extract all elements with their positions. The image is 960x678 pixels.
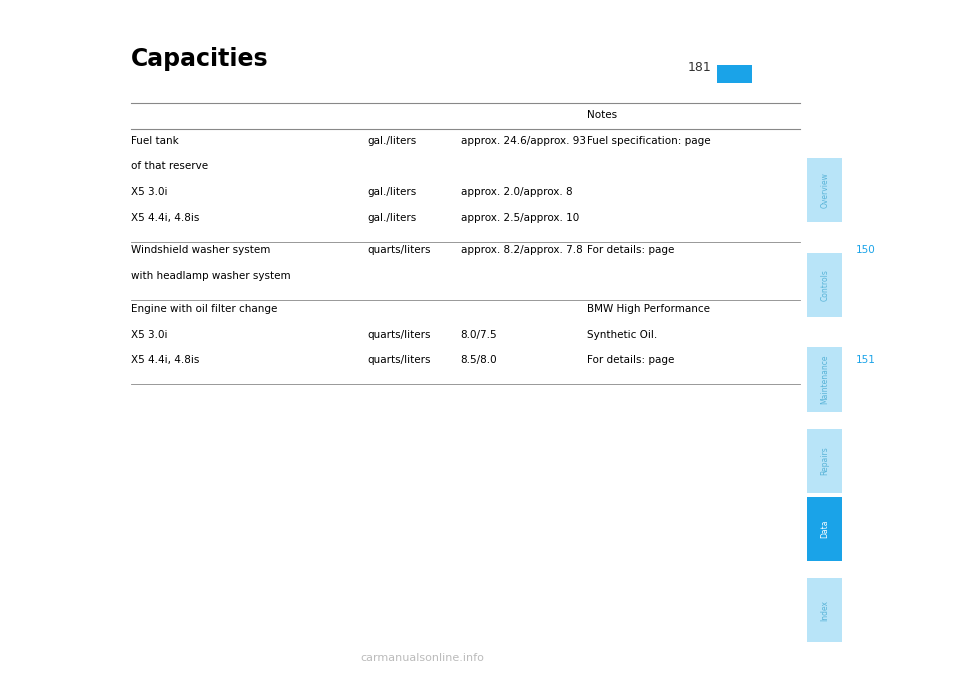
Text: quarts/liters: quarts/liters	[368, 330, 431, 340]
FancyBboxPatch shape	[807, 158, 843, 222]
Text: quarts/liters: quarts/liters	[368, 355, 431, 365]
Text: Capacities: Capacities	[131, 47, 269, 71]
Text: Overview: Overview	[820, 172, 829, 207]
Text: gal./liters: gal./liters	[368, 187, 417, 197]
Text: 151: 151	[856, 355, 876, 365]
FancyBboxPatch shape	[807, 496, 843, 561]
Text: Notes: Notes	[588, 110, 617, 120]
Text: approx. 24.6/approx. 93: approx. 24.6/approx. 93	[461, 136, 586, 146]
Text: Windshield washer system: Windshield washer system	[131, 245, 271, 256]
Text: 8.0/7.5: 8.0/7.5	[461, 330, 497, 340]
Text: Fuel tank: Fuel tank	[131, 136, 179, 146]
Text: gal./liters: gal./liters	[368, 213, 417, 223]
Text: approx. 2.5/approx. 10: approx. 2.5/approx. 10	[461, 213, 579, 223]
FancyBboxPatch shape	[807, 252, 843, 317]
Text: carmanualsonline.info: carmanualsonline.info	[361, 653, 485, 663]
FancyBboxPatch shape	[807, 578, 843, 643]
FancyBboxPatch shape	[807, 348, 843, 412]
Text: X5 4.4i, 4.8is: X5 4.4i, 4.8is	[131, 213, 200, 223]
Text: Repairs: Repairs	[820, 447, 829, 475]
Text: approx. 2.0/approx. 8: approx. 2.0/approx. 8	[461, 187, 572, 197]
Text: with headlamp washer system: with headlamp washer system	[131, 271, 291, 281]
Text: Engine with oil filter change: Engine with oil filter change	[131, 304, 277, 314]
Text: X5 4.4i, 4.8is: X5 4.4i, 4.8is	[131, 355, 200, 365]
Text: Synthetic Oil.: Synthetic Oil.	[588, 330, 658, 340]
Text: BMW High Performance: BMW High Performance	[588, 304, 710, 314]
Text: gal./liters: gal./liters	[368, 136, 417, 146]
Text: X5 3.0i: X5 3.0i	[131, 187, 167, 197]
Text: Maintenance: Maintenance	[820, 355, 829, 405]
Text: 150: 150	[856, 245, 876, 256]
Text: X5 3.0i: X5 3.0i	[131, 330, 167, 340]
Text: quarts/liters: quarts/liters	[368, 245, 431, 256]
Text: For details: page: For details: page	[588, 245, 678, 256]
Text: Controls: Controls	[820, 268, 829, 301]
Text: Index: Index	[820, 600, 829, 620]
FancyBboxPatch shape	[716, 65, 752, 83]
FancyBboxPatch shape	[807, 429, 843, 494]
Text: Fuel specification: page: Fuel specification: page	[588, 136, 714, 146]
Text: approx. 8.2/approx. 7.8: approx. 8.2/approx. 7.8	[461, 245, 583, 256]
Text: 8.5/8.0: 8.5/8.0	[461, 355, 497, 365]
Text: 181: 181	[687, 61, 711, 74]
Text: Data: Data	[820, 519, 829, 538]
Text: For details: page: For details: page	[588, 355, 678, 365]
Text: of that reserve: of that reserve	[131, 161, 208, 172]
